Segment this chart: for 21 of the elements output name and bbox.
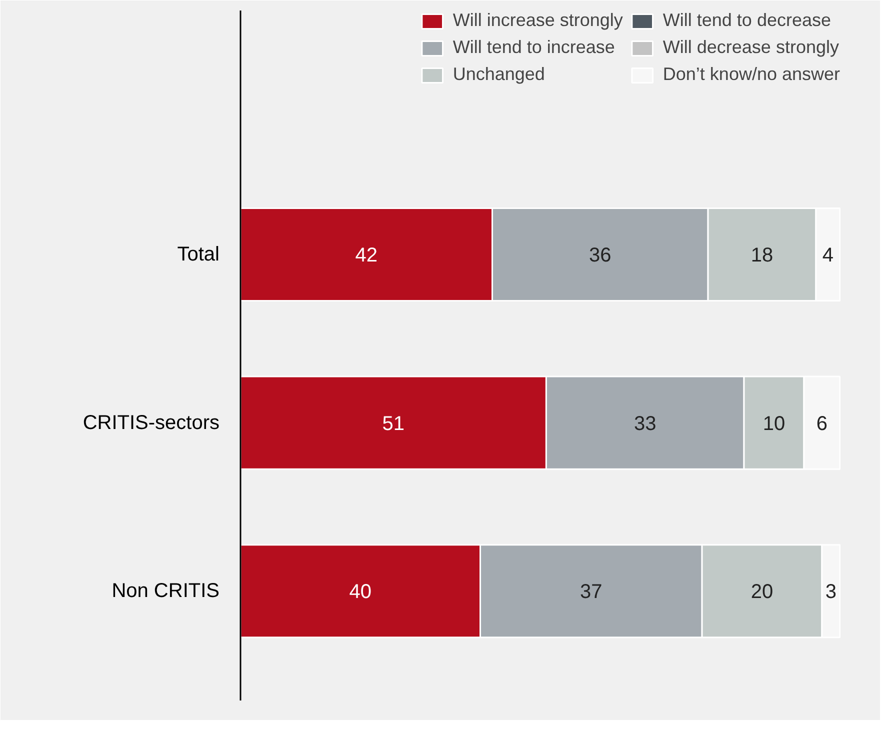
data-label: 18 — [750, 244, 774, 267]
y-tick-label: Total — [177, 244, 220, 266]
y-tick-label: CRITIS-sectors — [82, 412, 220, 434]
data-label: 20 — [750, 581, 774, 604]
y-tick-label: Non CRITIS — [112, 580, 220, 602]
data-label: 10 — [762, 412, 786, 435]
data-label: 51 — [382, 412, 404, 435]
data-label: 36 — [589, 244, 612, 267]
data-label: 42 — [355, 244, 378, 267]
data-label: 3 — [825, 581, 836, 604]
legend-label: Will decrease strongly — [662, 37, 839, 58]
data-label: 6 — [816, 412, 828, 435]
data-label: 40 — [349, 581, 372, 604]
data-label: 33 — [634, 412, 656, 435]
legend-label: Will increase strongly — [452, 10, 623, 31]
data-label: 37 — [580, 581, 602, 604]
data-label: 4 — [822, 244, 834, 267]
legend-label: Will tend to decrease — [662, 10, 831, 31]
legend-label: Will tend to increase — [452, 37, 615, 58]
legend-label: Don’t know/no answer — [662, 64, 840, 85]
legend-label: Unchanged — [452, 64, 545, 85]
